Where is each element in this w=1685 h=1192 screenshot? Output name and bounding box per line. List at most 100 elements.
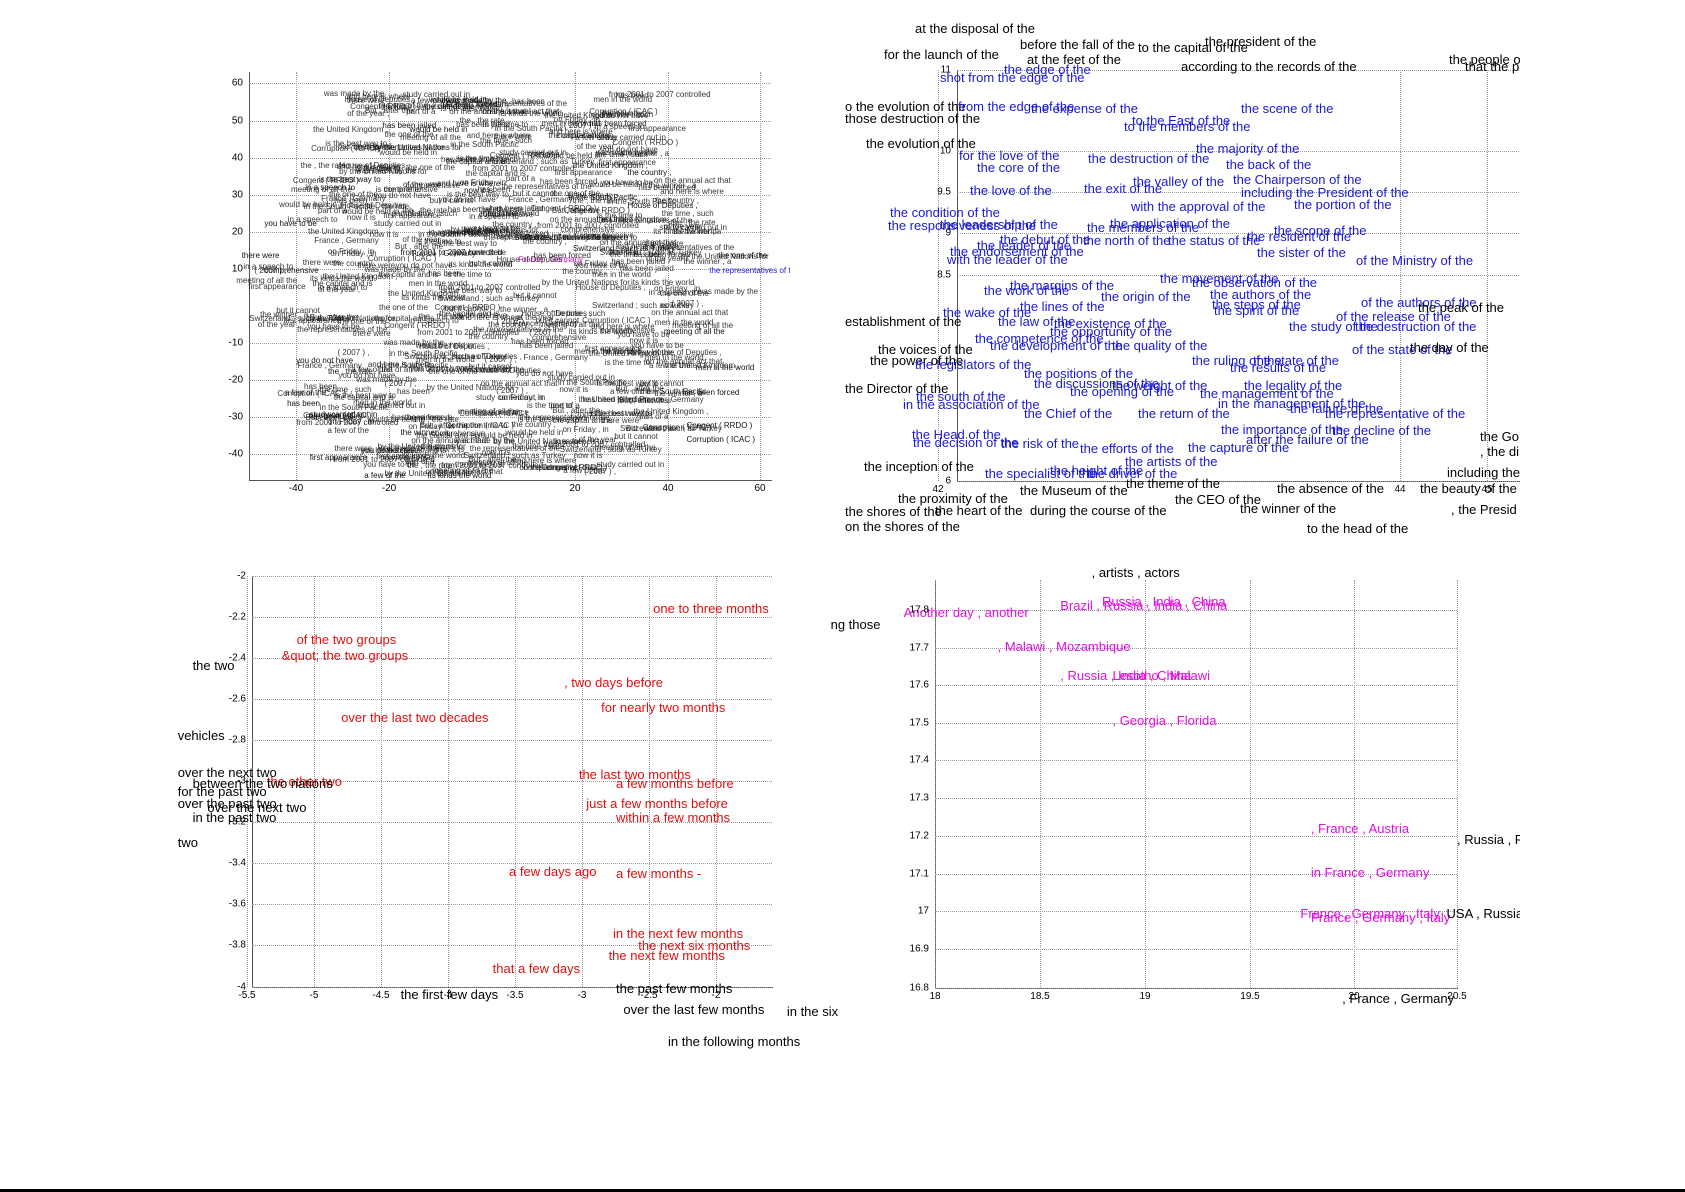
phrase-label-clutter: France , Germany — [314, 236, 379, 246]
phrase-label-clutter: the one of the — [659, 289, 709, 299]
phrase-label: has been jailed — [382, 121, 437, 131]
phrase-label-clutter: Congent ( RRDO ) — [384, 320, 450, 330]
phrase-label-clutter: the , the rate — [300, 160, 346, 170]
phrase-label-clutter: but it cannot — [468, 259, 513, 268]
phrase-label-clutter: part of a — [505, 173, 536, 183]
phrase-label: the first few days — [400, 987, 499, 1003]
phrase-label: you have to be — [264, 218, 317, 228]
phrase-label: two — [177, 835, 198, 851]
phrase-label-clutter: on the annual act that — [599, 237, 677, 247]
phrase-label-clutter: the winner , a — [500, 304, 549, 314]
phrase-label-clutter: its kinds the world — [448, 260, 513, 270]
phrase-label: the legality of the — [1244, 378, 1343, 393]
phrase-label-clutter: is the best way to — [590, 409, 653, 419]
phrase-label-clutter: you do not have — [410, 364, 468, 374]
phrase-label-clutter: on Friday , in — [330, 248, 377, 258]
phrase-label-clutter: on the annual act that — [425, 467, 503, 477]
phrase-label-clutter: in the South Pacific — [637, 387, 707, 397]
phrase-label-clutter: Switzerland ; such as Turkey — [592, 300, 694, 310]
phrase-label: the expense of the — [1031, 101, 1138, 116]
phrase-label-clutter: now it is — [573, 450, 603, 460]
phrase-label-clutter: by the United Nations for — [306, 314, 395, 324]
phrase-label-clutter: the one of the — [378, 100, 428, 110]
phrase-label-clutter: its kinds the world — [568, 326, 633, 336]
phrase-label-clutter: France , Germany — [445, 100, 511, 110]
phrase-label-clutter: its kinds the world — [631, 278, 695, 288]
phrase-label-clutter: has been jailed — [619, 264, 674, 274]
phrase-label-clutter: House of Deputies , — [419, 341, 490, 351]
phrase-label-clutter: now it is — [629, 336, 659, 346]
phrase-label: the valley of the — [1133, 174, 1225, 189]
phrase-label-clutter: you do not have — [600, 145, 658, 155]
phrase-label: the destruction of the — [1355, 319, 1477, 334]
phrase-label-clutter: Corruption ( ICAC ) — [589, 106, 658, 116]
phrase-label-clutter: would be held in — [505, 427, 564, 437]
phrase-label: of the Ministry of the — [1356, 253, 1474, 268]
phrase-label: the leadership of the — [940, 217, 1058, 232]
phrase-label-clutter: the United Kingdom , — [388, 288, 463, 298]
phrase-label: the representative of the — [1325, 406, 1466, 421]
phrase-label-clutter: is the best way to — [435, 238, 497, 248]
phrase-label-clutter: on Friday , in — [654, 284, 701, 294]
x-tick-label: 40 — [662, 483, 674, 494]
phrase-label-clutter: has been forced — [533, 251, 591, 261]
phrase-label: the edge of the — [1004, 62, 1091, 77]
phrase-label-clutter: Corruption ( ICAC ) — [582, 315, 651, 325]
phrase-label: those destruction of the — [845, 111, 981, 126]
phrase-label: including the President of the — [1241, 185, 1409, 200]
x-tick-label: -4 — [443, 990, 453, 1001]
phrase-label-clutter: first appearance — [248, 281, 306, 291]
phrase-label: the spirit of the — [1214, 303, 1300, 318]
x-gridline — [314, 576, 315, 987]
phrase-label-clutter: meeting of all the — [594, 443, 656, 452]
phrase-label-clutter: the United Kingdom , — [664, 361, 740, 371]
phrase-label-clutter: was made by the — [454, 435, 515, 445]
phrase-label-clutter: House of Deputies , — [496, 254, 567, 264]
phrase-label: now it is — [464, 186, 494, 196]
y-gridline — [249, 83, 771, 84]
phrase-label: just a few months before — [586, 796, 728, 812]
phrase-label: the resident of the — [1247, 229, 1352, 244]
phrase-label-clutter: there were — [346, 96, 385, 106]
phrase-label: the proximity of the — [898, 491, 1008, 506]
phrase-label-clutter: was made by the — [356, 166, 417, 176]
top-left-axes — [249, 72, 772, 481]
phrase-label-clutter: Corruption ( ICAC ) — [445, 421, 515, 431]
phrase-label: the endorsement of the — [950, 244, 1084, 259]
y-gridline — [249, 343, 771, 344]
phrase-label: Another day , another — [903, 605, 1029, 621]
phrase-label: the winner of the — [1240, 501, 1337, 516]
x-gridline — [649, 576, 650, 987]
phrase-label: the quality of the — [1112, 338, 1208, 353]
phrase-label: But , after the — [309, 312, 358, 322]
phrase-label-clutter: there were — [494, 131, 532, 141]
phrase-label-clutter: Congent ( RRDO ) — [541, 463, 608, 473]
phrase-label-clutter: you have to be — [363, 460, 416, 470]
phrase-label: of the year , — [663, 222, 707, 232]
phrase-label-clutter: on Friday , in — [562, 425, 609, 435]
phrase-label-clutter: you have to be — [600, 178, 653, 188]
phrase-label-clutter: the United Kingdom , — [544, 111, 620, 121]
phrase-label-clutter: the capital and is — [465, 168, 526, 178]
phrase-label: the lines of the — [1020, 299, 1105, 314]
phrase-label-clutter: Switzerland ; such as Turkey — [404, 351, 506, 361]
bottom-right-plot-area: , artists , actors Russia , India , China… — [830, 545, 1520, 1025]
phrase-label-clutter: Congent ( RRDO ) — [489, 150, 556, 160]
phrase-label-clutter: meeting of all the — [467, 457, 529, 467]
phrase-label-clutter: by the United Nations for — [339, 166, 428, 176]
phrase-label: its kinds the world — [427, 471, 492, 481]
x-tick-label: -3.5 — [506, 990, 524, 1001]
phrase-label-clutter: the capital and is — [439, 308, 500, 318]
phrase-label-clutter: from 2001 to 2007 controlled — [296, 418, 399, 428]
phrase-label: for the past two — [177, 783, 267, 799]
phrase-label-clutter: the winner , a — [404, 412, 453, 422]
phrase-label-clutter: the capital and is — [416, 431, 477, 441]
phrase-label-clutter: from 2001 to 2007 controlled — [608, 89, 711, 99]
phrase-label: the heart of the — [935, 503, 1023, 518]
phrase-label: the voices of the — [878, 342, 973, 357]
phrase-label-clutter: the time , such — [609, 249, 662, 259]
phrase-label-clutter: Congent ( RRDO ) — [350, 102, 416, 112]
phrase-label-clutter: was made by the — [378, 443, 440, 453]
phrase-label-clutter: part of a — [406, 106, 436, 116]
phrase-label: , two days before — [564, 674, 663, 690]
